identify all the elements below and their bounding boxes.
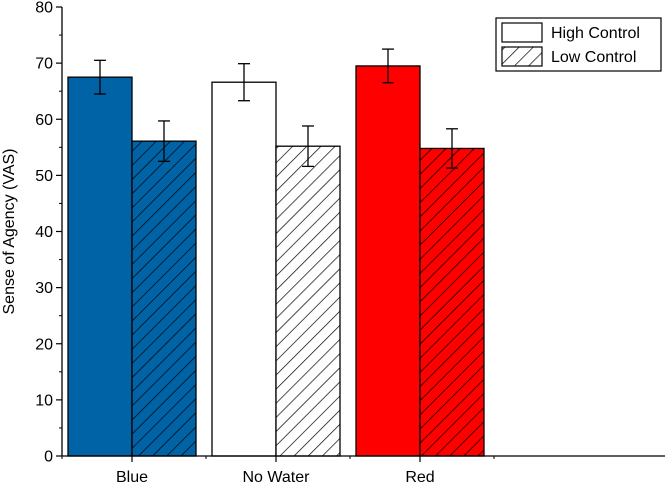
bar-no-water-high-control — [211, 81, 277, 457]
error-bar — [302, 125, 314, 168]
legend-swatch — [501, 46, 543, 67]
error-bar — [94, 59, 106, 95]
axes-group: Blue No Water Red 0 10 20 30 40 50 60 70 80 — [35, 0, 665, 486]
y-tick-label: 80 — [35, 0, 53, 17]
y-tick-label: 30 — [35, 280, 53, 297]
bar-red-low-control — [419, 147, 485, 457]
bar-no-water-low-control — [275, 145, 341, 457]
y-tick-label: 50 — [35, 168, 53, 185]
legend: High Control Low Control — [495, 17, 662, 72]
error-bar — [446, 128, 458, 169]
y-tick-label: 40 — [35, 224, 53, 241]
bar-blue-high-control — [67, 76, 133, 457]
y-tick-label: 0 — [44, 449, 53, 466]
y-axis-label: Sense of Agency (VAS) — [1, 148, 18, 314]
error-bar — [238, 63, 250, 102]
x-tick-label: Blue — [116, 469, 148, 486]
legend-swatch — [501, 22, 543, 43]
y-tick-label: 20 — [35, 336, 53, 353]
error-bar — [158, 120, 170, 162]
legend-label: High Control — [551, 25, 640, 42]
legend-label: Low Control — [551, 49, 636, 66]
x-tick-label: Red — [405, 469, 434, 486]
y-tick-label: 60 — [35, 112, 53, 129]
bars-group — [67, 65, 485, 457]
x-tick-label: No Water — [243, 469, 311, 486]
error-bars-group — [94, 48, 458, 169]
y-tick-label: 70 — [35, 56, 53, 73]
error-bar — [382, 48, 394, 84]
bar-blue-low-control — [131, 140, 197, 457]
bar-red-high-control — [355, 65, 421, 457]
y-tick-label: 10 — [35, 392, 53, 409]
